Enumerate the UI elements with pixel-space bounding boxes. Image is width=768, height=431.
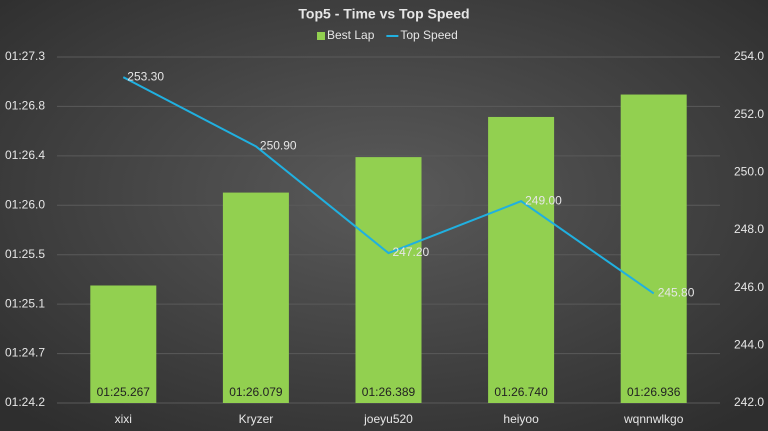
y-tick-label: 01:24.2: [5, 395, 45, 409]
y-tick-label: 01:27.3: [5, 49, 45, 63]
legend-swatch: [317, 32, 325, 40]
y2-tick-label: 246.0: [734, 280, 764, 294]
bar: [488, 116, 555, 404]
bar: [355, 157, 422, 403]
y2-tick-label: 242.0: [734, 395, 764, 409]
bar-value-label: 01:25.267: [97, 385, 151, 399]
y-tick-label: 01:26.4: [5, 148, 45, 162]
y-tick-label: 01:26.0: [5, 197, 45, 211]
bar-value-label: 01:26.389: [362, 385, 416, 399]
legend-label: Best Lap: [327, 28, 375, 42]
line: [122, 76, 655, 295]
y-tick-label: 01:25.5: [5, 247, 45, 261]
y2-tick-label: 244.0: [734, 338, 764, 352]
chart-title: Top5 - Time vs Top Speed: [298, 6, 469, 22]
line-value-label: 249.00: [525, 193, 562, 207]
y2-tick-label: 250.0: [734, 165, 764, 179]
bar: [222, 192, 289, 403]
line-value-label: 253.30: [127, 69, 164, 83]
y-tick-label: 01:24.7: [5, 346, 45, 360]
y2-tick-label: 254.0: [734, 49, 764, 63]
x-tick-label: joeyu520: [363, 412, 413, 426]
legend-label: Top Speed: [400, 28, 457, 42]
bar-value-label: 01:26.079: [229, 385, 283, 399]
x-tick-label: Kryzer: [239, 412, 274, 426]
bar: [620, 94, 687, 403]
y-tick-label: 01:25.1: [5, 296, 45, 310]
x-tick-label: heiyoo: [503, 412, 539, 426]
bar-value-label: 01:26.740: [494, 385, 548, 399]
line-value-label: 247.20: [393, 245, 430, 259]
line-value-label: 250.90: [260, 139, 297, 153]
y2-tick-label: 252.0: [734, 107, 764, 121]
x-tick-label: xixi: [115, 412, 132, 426]
y2-tick-label: 248.0: [734, 222, 764, 236]
y-tick-label: 01:26.8: [5, 99, 45, 113]
line-value-label: 245.80: [658, 286, 695, 300]
bar-value-label: 01:26.936: [627, 385, 681, 399]
bar: [90, 285, 157, 403]
x-tick-label: wqnnwlkgo: [623, 412, 684, 426]
